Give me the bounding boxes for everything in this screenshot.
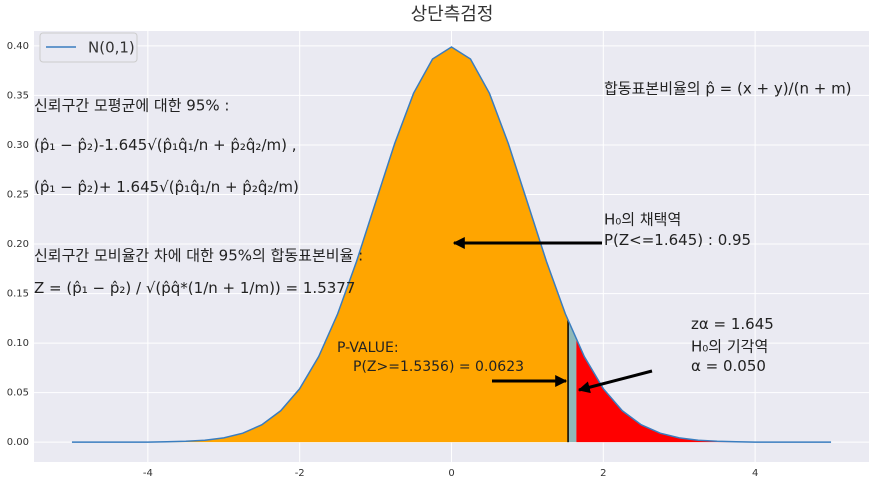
annotation: H₀의 기각역: [691, 337, 769, 356]
annotation: P(Z>=1.5356) = 0.0623: [353, 359, 525, 375]
legend-box: [39, 32, 138, 63]
region: [576, 338, 832, 443]
y-tick-label: 0.40: [7, 41, 29, 52]
x-tick-label: 0: [448, 468, 454, 479]
x-tick-label: 4: [752, 468, 758, 479]
annotation: (p̂₁ − p̂₂)+ 1.645√(p̂₁q̂₁/n + p̂₂q̂₂/m): [34, 178, 299, 196]
chart-title: 상단측검정: [411, 4, 494, 25]
y-tick-label: 0.05: [7, 388, 29, 399]
y-tick-label: 0.25: [7, 189, 29, 200]
x-tick-label: -2: [295, 468, 305, 479]
annotation: H₀의 채택역: [604, 210, 682, 229]
curve: [71, 46, 832, 443]
y-tick-label: 0.35: [7, 90, 29, 101]
annotation: (p̂₁ − p̂₂)-1.645√(p̂₁q̂₁/n + p̂₂q̂₂/m) …: [34, 136, 297, 154]
arrow: [577, 369, 653, 394]
x-tick-label: -4: [143, 468, 153, 479]
annotation: zα = 1.645: [691, 315, 774, 333]
annotation: 합동표본비율의 p̂ = (x + y)/(n + m): [604, 79, 852, 98]
region: [71, 46, 569, 443]
annotation: 신뢰구간 모비율간 차에 대한 95%의 합동표본비율 :: [34, 246, 364, 265]
annotation: α = 0.050: [691, 357, 766, 375]
y-tick-label: 0.10: [7, 338, 29, 349]
x-tick-label: 2: [600, 468, 606, 479]
annotation: 신뢰구간 모평균에 대한 95% :: [34, 96, 230, 115]
y-tick-label: 0.00: [7, 437, 29, 448]
annotation: P-VALUE:: [337, 340, 399, 356]
legend-label: N(0,1): [88, 39, 135, 57]
y-tick-label: 0.20: [7, 239, 29, 250]
annotation: P(Z<=1.645) : 0.95: [604, 231, 752, 249]
y-tick-label: 0.15: [7, 289, 29, 300]
annotation: Z = (p̂₁ − p̂₂) / √(p̂q̂*(1/n + 1/m)) = …: [34, 279, 356, 297]
y-tick-label: 0.30: [7, 140, 29, 151]
region: [568, 319, 577, 443]
